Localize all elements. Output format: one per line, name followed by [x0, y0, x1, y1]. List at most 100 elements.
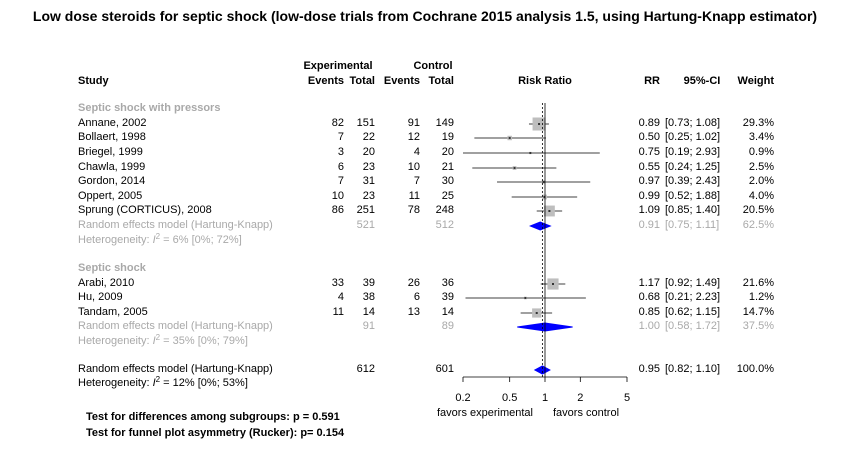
ctrl-total: 21	[441, 161, 454, 173]
weight-value: 1.2%	[748, 291, 774, 303]
ctrl-total: 19	[441, 131, 454, 143]
exp-total: 22	[362, 131, 375, 143]
subgroup-pooled-exp-total: 91	[362, 320, 375, 332]
exp-total: 38	[362, 291, 375, 303]
point-estimate	[508, 137, 511, 139]
subgroup-pooled-label: Random effects model (Hartung-Knapp)	[78, 320, 273, 332]
point-estimate	[524, 297, 527, 299]
ctrl-events: 7	[413, 175, 420, 187]
subgroup-pooled-ctrl-total: 89	[441, 320, 454, 332]
rr-value: 0.97	[638, 175, 660, 187]
point-estimate	[529, 152, 532, 154]
subgroup-title: Septic shock	[78, 262, 146, 274]
ci-value: [0.62; 1.15]	[665, 306, 721, 318]
header-control: Control	[413, 60, 453, 72]
exp-total: 251	[356, 204, 375, 216]
subgroup-title: Septic shock with pressors	[78, 102, 221, 114]
point-estimate	[543, 196, 546, 198]
header-weight: Weight	[737, 75, 774, 87]
overall-ci: [0.82; 1.10]	[665, 363, 721, 375]
exp-events: 82	[331, 117, 344, 129]
rr-value: 0.68	[638, 291, 660, 303]
rr-value: 1.09	[638, 204, 660, 216]
ctrl-events: 6	[413, 291, 420, 303]
x-tick-label: 1	[541, 392, 549, 404]
x-label-favors-experimental: favors experimental	[437, 407, 533, 419]
exp-total: 31	[362, 175, 375, 187]
exp-events: 33	[331, 277, 344, 289]
ctrl-total: 149	[435, 117, 454, 129]
exp-total: 23	[362, 161, 375, 173]
subgroup-pooled-ci: [0.58; 1.72]	[665, 320, 721, 332]
exp-events: 7	[337, 131, 344, 143]
header-experimental: Experimental	[303, 60, 373, 72]
header-total-ctrl: Total	[428, 75, 454, 87]
ctrl-total: 14	[441, 306, 454, 318]
ctrl-events: 91	[407, 117, 420, 129]
rr-value: 0.50	[638, 131, 660, 143]
weight-value: 29.3%	[742, 117, 774, 129]
header-ci: 95%-CI	[683, 75, 721, 87]
ci-value: [0.85; 1.40]	[665, 204, 721, 216]
header-events-ctrl: Events	[383, 75, 420, 87]
header-total-exp: Total	[349, 75, 375, 87]
point-estimate	[551, 283, 554, 285]
point-estimate	[535, 312, 538, 314]
weight-value: 14.7%	[742, 306, 774, 318]
exp-total: 20	[362, 146, 375, 158]
weight-value: 21.6%	[742, 277, 774, 289]
header-study: Study	[78, 75, 109, 87]
ctrl-total: 25	[441, 190, 454, 202]
overall-rr: 0.95	[638, 363, 660, 375]
ci-value: [0.39; 2.43]	[665, 175, 721, 187]
subgroup-pooled-weight: 37.5%	[742, 320, 774, 332]
test-subgroup-differences: Test for differences among subgroups: p …	[86, 411, 340, 423]
point-estimate	[538, 123, 541, 125]
ctrl-events: 26	[407, 277, 420, 289]
ctrl-total: 248	[435, 204, 454, 216]
weight-value: 4.0%	[748, 190, 774, 202]
point-estimate	[513, 167, 516, 169]
subgroup-diamond	[529, 221, 552, 231]
ctrl-total: 36	[441, 277, 454, 289]
weight-value: 2.0%	[748, 175, 774, 187]
header-rr: RR	[644, 75, 660, 87]
study-name: Chawla, 1999	[78, 161, 146, 173]
rr-value: 0.99	[638, 190, 660, 202]
exp-events: 10	[331, 190, 344, 202]
test-funnel-asymmetry: Test for funnel plot asymmetry (Rucker):…	[86, 427, 345, 439]
exp-total: 14	[362, 306, 375, 318]
subgroup-heterogeneity: Heterogeneity: I2 = 35% [0%; 79%]	[78, 333, 248, 347]
study-name: Gordon, 2014	[78, 175, 146, 187]
exp-events: 7	[337, 175, 344, 187]
subgroup-pooled-label: Random effects model (Hartung-Knapp)	[78, 219, 273, 231]
rr-value: 0.75	[638, 146, 660, 158]
ci-value: [0.73; 1.08]	[665, 117, 721, 129]
ctrl-events: 10	[407, 161, 420, 173]
subgroup-pooled-ci: [0.75; 1.11]	[665, 219, 720, 231]
ci-value: [0.25; 1.02]	[665, 131, 721, 143]
exp-events: 6	[337, 161, 344, 173]
ci-value: [0.52; 1.88]	[665, 190, 721, 202]
exp-events: 86	[331, 204, 344, 216]
ctrl-total: 30	[441, 175, 454, 187]
ci-value: [0.24; 1.25]	[665, 161, 721, 173]
exp-total: 23	[362, 190, 375, 202]
ctrl-events: 13	[407, 306, 420, 318]
exp-events: 3	[337, 146, 344, 158]
weight-value: 2.5%	[748, 161, 774, 173]
header-events-exp: Events	[307, 75, 344, 87]
overall-diamond	[533, 365, 551, 375]
x-tick-label: 5	[623, 392, 631, 404]
x-tick-label: 0.5	[502, 392, 518, 404]
weight-value: 20.5%	[742, 204, 774, 216]
subgroup-pooled-rr: 1.00	[638, 320, 660, 332]
exp-total: 39	[362, 277, 375, 289]
overall-weight: 100.0%	[736, 363, 774, 375]
x-label-favors-control: favors control	[552, 407, 620, 419]
exp-total: 151	[356, 117, 375, 129]
study-name: Annane, 2002	[78, 117, 147, 129]
study-name: Tandam, 2005	[78, 306, 148, 318]
